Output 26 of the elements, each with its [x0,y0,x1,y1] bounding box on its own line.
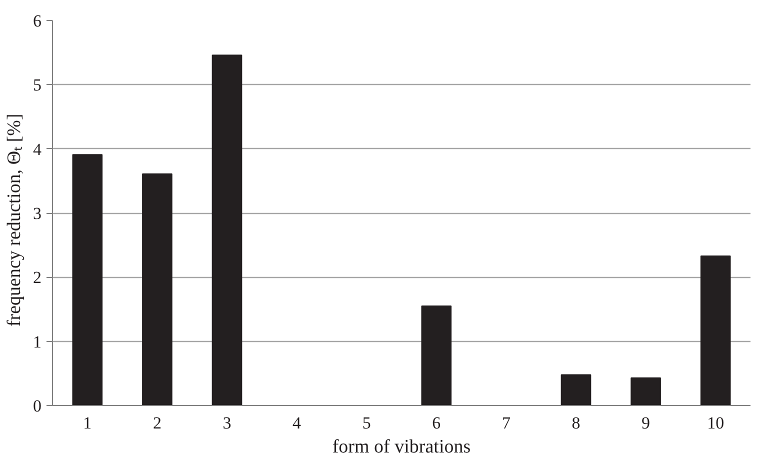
x-tick-label: 10 [707,414,724,432]
bar [421,306,452,406]
bar [212,54,242,406]
bar [560,374,592,406]
y-tick-label: 5 [33,76,42,95]
x-axis-title: form of vibrations [332,436,471,458]
bar [700,255,731,406]
x-tick-label: 9 [642,414,650,432]
x-tick-label: 8 [572,414,580,432]
x-tick-label: 3 [222,414,232,432]
x-tick-label: 6 [432,414,441,432]
y-tick-label: 6 [33,12,42,30]
x-tick-label: 4 [292,414,302,432]
x-tick-label: 1 [83,414,92,432]
x-tick-label: 5 [362,414,371,432]
x-tick-label: 2 [152,414,162,432]
y-tick-label: 4 [33,140,42,159]
y-tick-label: 3 [33,204,42,223]
y-tick-label: 1 [33,332,42,352]
y-tick-label: 2 [33,268,42,288]
x-tick-label: 7 [502,414,511,432]
y-axis-title: frequency reduction, Θₜ [%] [4,114,25,327]
y-tick-label: 0 [33,396,42,416]
bar [72,154,103,406]
bar [142,173,172,406]
bar [630,377,661,406]
